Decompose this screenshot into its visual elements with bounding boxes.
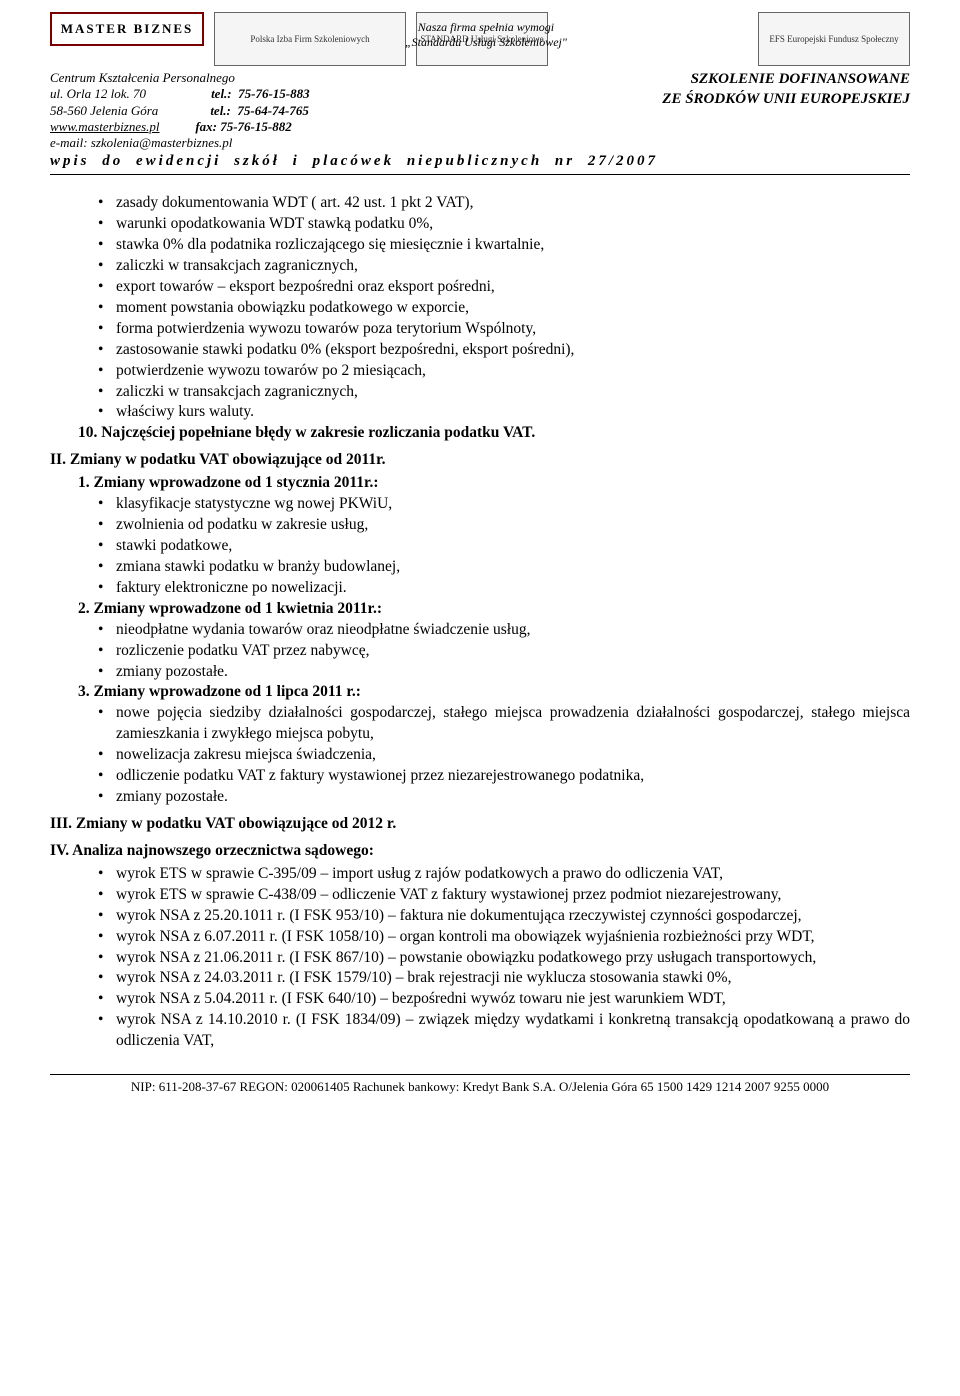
secIII-title: III. Zmiany w podatku VAT obowiązujące o… <box>50 814 910 835</box>
secII-n2: 2. Zmiany wprowadzone od 1 kwietnia 2011… <box>78 599 910 620</box>
s1-b4: zaliczki w transakcjach zagranicznych, <box>98 256 910 277</box>
s2-b12: zmiany pozostałe. <box>98 787 910 808</box>
s4-b5: wyrok NSA z 21.06.2011 r. (I FSK 867/10)… <box>98 948 910 969</box>
s1-b8: zastosowanie stawki podatku 0% (eksport … <box>98 340 910 361</box>
s4-b1: wyrok ETS w sprawie C-395/09 – import us… <box>98 864 910 885</box>
header-center: Nasza firma spełnia wymogi „Standardu Us… <box>405 20 567 151</box>
s1-b6: moment powstania obowiązku podatkowego w… <box>98 298 910 319</box>
secII-n3: 3. Zmiany wprowadzone od 1 lipca 2011 r.… <box>78 682 910 703</box>
s2-b6: nieodpłatne wydania towarów oraz nieodpł… <box>98 620 910 641</box>
content: zasady dokumentowania WDT ( art. 42 ust.… <box>50 193 910 1052</box>
s2-b10: nowelizacja zakresu miejsca świadczenia, <box>98 745 910 766</box>
s4-b7: wyrok NSA z 5.04.2011 r. (I FSK 640/10) … <box>98 989 910 1010</box>
logo-pifs: Polska Izba Firm Szkoleniowych <box>214 12 406 66</box>
sec1-bullets: zasady dokumentowania WDT ( art. 42 ust.… <box>98 193 910 423</box>
s1-b7: forma potwierdzenia wywozu towarów poza … <box>98 319 910 340</box>
secIV-title: IV. Analiza najnowszego orzecznictwa sąd… <box>50 841 910 862</box>
s1-b3: stawka 0% dla podatnika rozliczającego s… <box>98 235 910 256</box>
hr-l1: SZKOLENIE DOFINANSOWANE <box>662 70 910 90</box>
hl-l2b: tel.: 75-76-15-883 <box>211 86 310 101</box>
hl-l4b: fax: 75-76-15-882 <box>195 119 291 134</box>
footer: NIP: 611-208-37-67 REGON: 020061405 Rach… <box>50 1079 910 1095</box>
s4-b4: wyrok NSA z 6.07.2011 r. (I FSK 1058/10)… <box>98 927 910 948</box>
header-text: Centrum Kształcenia Personalnego ul. Orl… <box>50 70 910 151</box>
s2-b5: faktury elektroniczne po nowelizacji. <box>98 578 910 599</box>
header-left: Centrum Kształcenia Personalnego ul. Orl… <box>50 70 310 151</box>
hl-l3a: 58-560 Jelenia Góra <box>50 103 158 118</box>
hl-l4a: www.masterbiznes.pl <box>50 119 160 134</box>
hl-line2: ul. Orla 12 lok. 70 tel.: 75-76-15-883 <box>50 86 310 102</box>
s4-b6: wyrok NSA z 24.03.2011 r. (I FSK 1579/10… <box>98 968 910 989</box>
s1-b1: zasady dokumentowania WDT ( art. 42 ust.… <box>98 193 910 214</box>
hl-l3b: tel.: 75-64-74-765 <box>210 103 309 118</box>
header: MASTER BIZNES Polska Izba Firm Szkolenio… <box>50 12 910 170</box>
secIV-bullets: wyrok ETS w sprawie C-395/09 – import us… <box>98 864 910 1052</box>
s2-b9: nowe pojęcia siedziby działalności gospo… <box>98 703 910 745</box>
secII-n1: 1. Zmiany wprowadzone od 1 stycznia 2011… <box>78 473 910 494</box>
logo-master-biznes: MASTER BIZNES <box>50 12 204 46</box>
s2-b4: zmiana stawki podatku w branży budowlane… <box>98 557 910 578</box>
s2-b1: klasyfikacje statystyczne wg nowej PKWiU… <box>98 494 910 515</box>
s1-b11: właściwy kurs waluty. <box>98 402 910 423</box>
secII-bullets3: nowe pojęcia siedziby działalności gospo… <box>98 703 910 808</box>
s2-b2: zwolnienia od podatku w zakresie usług, <box>98 515 910 536</box>
s1-n10: 10. Najczęściej popełniane błędy w zakre… <box>78 423 910 444</box>
footer-divider <box>50 1074 910 1075</box>
s1-b9: potwierdzenie wywozu towarów po 2 miesią… <box>98 361 910 382</box>
page: MASTER BIZNES Polska Izba Firm Szkolenio… <box>0 0 960 1125</box>
wpis-line: wpis do ewidencji szkół i placówek niepu… <box>50 153 910 170</box>
s4-b3: wyrok NSA z 25.20.1011 r. (I FSK 953/10)… <box>98 906 910 927</box>
s4-b2: wyrok ETS w sprawie C-438/09 – odliczeni… <box>98 885 910 906</box>
secII-bullets2: nieodpłatne wydania towarów oraz nieodpł… <box>98 620 910 683</box>
s1-b5: export towarów – eksport bezpośredni ora… <box>98 277 910 298</box>
secII-bullets1: klasyfikacje statystyczne wg nowej PKWiU… <box>98 494 910 599</box>
logo-efs: EFS Europejski Fundusz Społeczny <box>758 12 910 66</box>
hr-l2: ZE ŚRODKÓW UNII EUROPEJSKIEJ <box>662 90 910 110</box>
hl-line4: www.masterbiznes.pl fax: 75-76-15-882 <box>50 119 310 135</box>
header-right: SZKOLENIE DOFINANSOWANE ZE ŚRODKÓW UNII … <box>662 70 910 151</box>
s1-b10: zaliczki w transakcjach zagranicznych, <box>98 382 910 403</box>
s2-b8: zmiany pozostałe. <box>98 662 910 683</box>
secII-title: II. Zmiany w podatku VAT obowiązujące od… <box>50 450 910 471</box>
s2-b11: odliczenie podatku VAT z faktury wystawi… <box>98 766 910 787</box>
hl-l2a: ul. Orla 12 lok. 70 <box>50 86 146 101</box>
hl-line5: e-mail: szkolenia@masterbiznes.pl <box>50 135 310 151</box>
s2-b7: rozliczenie podatku VAT przez nabywcę, <box>98 641 910 662</box>
hl-line1: Centrum Kształcenia Personalnego <box>50 70 310 86</box>
hc-l1: Nasza firma spełnia wymogi <box>405 20 567 35</box>
s1-b2: warunki opodatkowania WDT stawką podatku… <box>98 214 910 235</box>
hc-l2: „Standardu Usługi Szkoleniowej" <box>405 35 567 50</box>
hl-line3: 58-560 Jelenia Góra tel.: 75-64-74-765 <box>50 103 310 119</box>
s2-b3: stawki podatkowe, <box>98 536 910 557</box>
header-divider <box>50 174 910 175</box>
s4-b8: wyrok NSA z 14.10.2010 r. (I FSK 1834/09… <box>98 1010 910 1052</box>
